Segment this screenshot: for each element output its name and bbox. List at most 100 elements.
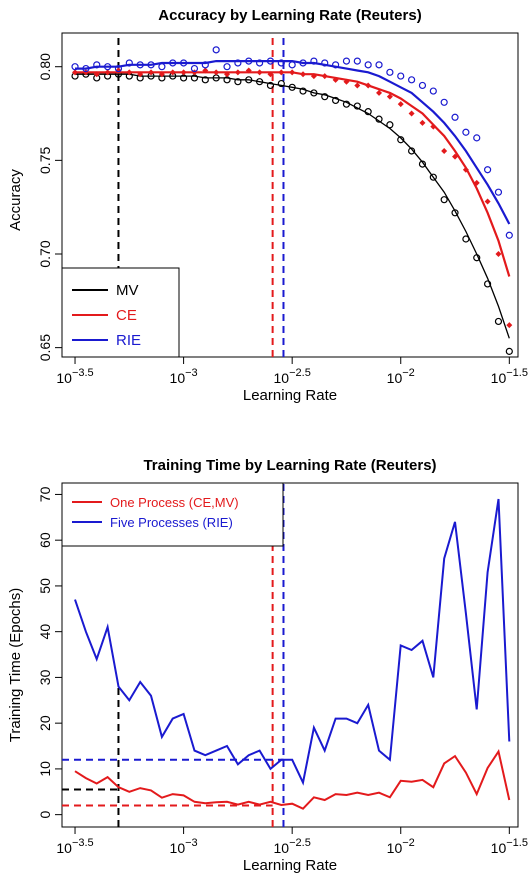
data-point bbox=[440, 98, 448, 106]
plot-inner bbox=[71, 33, 513, 357]
data-point bbox=[332, 76, 339, 83]
x-axis-label: Learning Rate bbox=[243, 857, 337, 874]
data-point bbox=[82, 64, 90, 73]
data-point bbox=[277, 59, 285, 67]
legend-label: MV bbox=[116, 282, 139, 299]
data-point bbox=[429, 87, 437, 95]
data-point bbox=[104, 69, 111, 76]
training-time-chart: Training Time by Learning Rate (Reuters)… bbox=[7, 457, 528, 874]
data-point bbox=[288, 61, 296, 69]
data-point bbox=[430, 123, 437, 130]
data-point bbox=[321, 59, 329, 67]
plot-frame bbox=[61, 32, 519, 358]
data-point bbox=[418, 81, 427, 90]
data-point bbox=[299, 59, 307, 67]
data-point bbox=[505, 231, 513, 239]
data-point bbox=[473, 179, 480, 186]
data-point bbox=[256, 69, 263, 76]
x-tick-label: 10−2 bbox=[387, 837, 415, 856]
data-point bbox=[364, 61, 372, 69]
data-point bbox=[93, 71, 100, 78]
x-tick-label: 10−2 bbox=[387, 367, 415, 386]
data-point bbox=[408, 147, 416, 155]
data-point bbox=[451, 209, 459, 217]
fit-line bbox=[75, 73, 510, 339]
legend: MV CE RIE bbox=[61, 267, 180, 358]
x-tick-label: 10−1.5 bbox=[491, 367, 528, 386]
plot-area: 10−3.5 10−3 10−2.5 10−2 10−1.5 0 10 20 30 40 50 60 7… bbox=[37, 482, 528, 856]
x-tick-label: 10−3 bbox=[170, 837, 198, 856]
data-point bbox=[506, 322, 513, 329]
data-point bbox=[289, 69, 296, 76]
data-point bbox=[136, 61, 144, 69]
data-point bbox=[321, 73, 328, 80]
y-tick-label: 10 bbox=[37, 761, 53, 777]
x-tick-label: 10−1.5 bbox=[491, 837, 528, 856]
series-five-processes-rie- bbox=[74, 498, 511, 786]
data-point bbox=[408, 110, 415, 117]
legend-label: One Process (CE,MV) bbox=[110, 495, 239, 510]
data-point bbox=[93, 61, 101, 69]
data-point bbox=[224, 71, 231, 78]
data-point bbox=[462, 166, 469, 173]
data-point bbox=[441, 147, 448, 154]
legend-label: RIE bbox=[116, 332, 141, 349]
plot-frame bbox=[61, 482, 519, 828]
data-point bbox=[342, 100, 351, 108]
data-point bbox=[484, 166, 492, 174]
data-point bbox=[419, 119, 426, 126]
data-point bbox=[245, 57, 253, 65]
series-line bbox=[74, 498, 511, 786]
data-point bbox=[256, 78, 264, 86]
y-tick-label: 0.80 bbox=[37, 53, 53, 80]
data-point bbox=[148, 69, 155, 76]
data-point bbox=[473, 134, 481, 142]
data-point bbox=[354, 82, 361, 89]
y-tick-label: 20 bbox=[37, 715, 53, 731]
data-point bbox=[462, 128, 470, 136]
data-point bbox=[332, 96, 340, 105]
data-point bbox=[72, 69, 79, 76]
data-point bbox=[495, 250, 502, 257]
data-point bbox=[386, 93, 393, 100]
data-point bbox=[137, 71, 144, 78]
plot-area: 10−3.5 10−3 10−2.5 10−2 10−1.5 0.65 0.70 0.75 0.… bbox=[37, 32, 528, 386]
x-tick-label: 10−3.5 bbox=[56, 837, 93, 856]
data-point bbox=[375, 61, 383, 69]
data-point bbox=[397, 72, 405, 80]
fit-line bbox=[75, 71, 511, 277]
y-tick-label: 0.65 bbox=[37, 334, 53, 361]
y-tick-label: 40 bbox=[37, 624, 53, 640]
data-point bbox=[267, 71, 274, 78]
y-axis-label: Training Time (Epochs) bbox=[7, 588, 24, 743]
data-point bbox=[429, 173, 437, 181]
data-point bbox=[397, 136, 405, 144]
chart-title: Accuracy by Learning Rate (Reuters) bbox=[158, 7, 421, 24]
data-point bbox=[288, 83, 296, 91]
fit-line bbox=[75, 59, 511, 225]
x-tick-label: 10−2.5 bbox=[274, 837, 311, 856]
y-tick-label: 60 bbox=[37, 532, 53, 548]
series-one-process-ce-mv- bbox=[74, 748, 511, 810]
data-point bbox=[494, 188, 503, 196]
accuracy-chart: Accuracy by Learning Rate (Reuters) Lear… bbox=[7, 7, 528, 404]
data-point bbox=[212, 46, 220, 54]
data-point bbox=[245, 76, 253, 84]
data-point bbox=[386, 121, 394, 129]
series-rie bbox=[71, 46, 513, 239]
data-point bbox=[169, 59, 177, 67]
data-point bbox=[494, 317, 503, 326]
data-point bbox=[364, 108, 372, 116]
data-point bbox=[484, 280, 492, 288]
data-point bbox=[71, 63, 79, 71]
data-point bbox=[114, 64, 123, 73]
data-point bbox=[201, 61, 209, 69]
data-point bbox=[202, 67, 209, 74]
data-point bbox=[418, 160, 427, 168]
legend: One Process (CE,MV) Five Processes (RIE) bbox=[61, 482, 284, 547]
data-point bbox=[278, 69, 285, 76]
data-point bbox=[147, 61, 155, 69]
data-point bbox=[115, 67, 122, 74]
x-tick-label: 10−2.5 bbox=[274, 367, 311, 386]
